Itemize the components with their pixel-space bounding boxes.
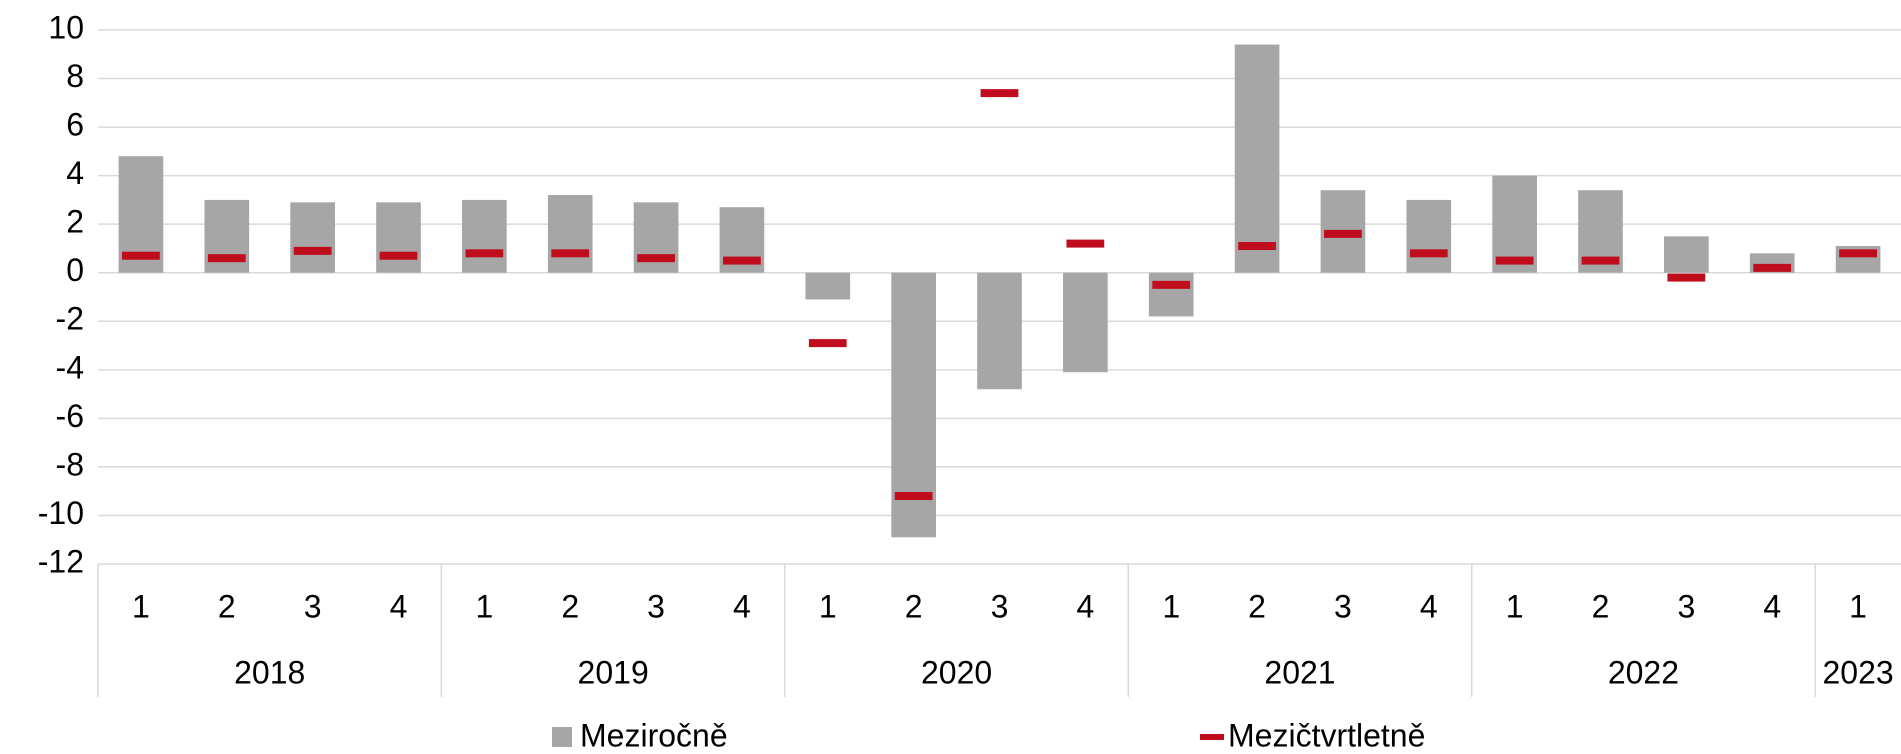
x-tick-label: 1 xyxy=(132,588,150,624)
x-tick-label: 2 xyxy=(1592,588,1610,624)
x-group-label: 2020 xyxy=(921,654,992,690)
y-tick-label: 2 xyxy=(66,204,84,240)
dash-marker xyxy=(723,256,761,265)
dash-marker xyxy=(1753,263,1792,272)
x-tick-label: 4 xyxy=(1076,588,1094,624)
dash-marker xyxy=(894,492,933,501)
x-tick-label: 1 xyxy=(1162,588,1180,624)
x-tick-label: 1 xyxy=(1849,588,1867,624)
dash-marker xyxy=(207,254,246,263)
x-group-label: 2021 xyxy=(1264,654,1335,690)
bar xyxy=(376,202,421,273)
bar xyxy=(462,199,507,273)
x-tick-label: 1 xyxy=(1506,588,1524,624)
bar xyxy=(1234,44,1280,273)
x-tick-label: 2 xyxy=(1248,588,1266,624)
bar xyxy=(547,195,593,273)
dash-marker xyxy=(980,89,1019,98)
y-tick-label: 4 xyxy=(66,155,84,191)
bar xyxy=(290,202,335,273)
bar xyxy=(1406,199,1452,273)
x-tick-label: 2 xyxy=(218,588,236,624)
x-group-label: 2023 xyxy=(1822,654,1893,690)
dash-marker xyxy=(637,254,675,263)
x-group-label: 2019 xyxy=(578,654,649,690)
x-tick-label: 4 xyxy=(1420,588,1438,624)
y-tick-label: -2 xyxy=(56,301,84,337)
dash-marker xyxy=(1495,256,1534,265)
x-tick-label: 4 xyxy=(1763,588,1781,624)
x-tick-label: 4 xyxy=(390,588,408,624)
bar xyxy=(805,272,851,300)
y-tick-label: 0 xyxy=(66,252,84,288)
bar xyxy=(1664,236,1709,273)
x-tick-label: 3 xyxy=(1677,588,1695,624)
bar xyxy=(1063,272,1108,373)
y-tick-label: 10 xyxy=(48,9,84,45)
y-tick-label: 6 xyxy=(66,107,84,143)
x-group-label: 2018 xyxy=(234,654,305,690)
y-tick-label: 8 xyxy=(66,58,84,94)
y-tick-label: -4 xyxy=(56,349,84,385)
x-tick-label: 3 xyxy=(991,588,1009,624)
x-tick-label: 2 xyxy=(905,588,923,624)
legend-swatch xyxy=(552,727,572,747)
bar xyxy=(633,202,679,273)
x-tick-label: 3 xyxy=(304,588,322,624)
dash-marker xyxy=(808,339,847,348)
dash-marker xyxy=(1409,249,1448,258)
y-tick-label: -10 xyxy=(38,495,84,531)
x-group-label: 2022 xyxy=(1608,654,1679,690)
x-tick-label: 3 xyxy=(1334,588,1352,624)
dash-marker xyxy=(1839,249,1877,258)
legend-label: Meziročně xyxy=(580,717,728,753)
y-tick-label: -12 xyxy=(38,543,84,579)
y-tick-label: -6 xyxy=(56,398,84,434)
dash-marker xyxy=(1066,239,1105,248)
bar xyxy=(977,272,1022,390)
dash-marker xyxy=(1238,242,1276,251)
bar xyxy=(1492,175,1537,273)
dash-marker xyxy=(379,251,418,260)
x-tick-label: 2 xyxy=(561,588,579,624)
dash-marker xyxy=(293,246,332,255)
y-tick-label: -8 xyxy=(56,446,84,482)
legend-label: Mezičtvrtletně xyxy=(1228,717,1425,753)
legend-swatch xyxy=(1200,734,1224,740)
dash-marker xyxy=(551,249,590,258)
bar xyxy=(1148,272,1194,317)
dash-marker xyxy=(465,249,504,258)
x-tick-label: 4 xyxy=(733,588,751,624)
dash-marker xyxy=(122,251,160,260)
dash-marker xyxy=(1324,229,1362,238)
x-tick-label: 3 xyxy=(647,588,665,624)
x-tick-label: 1 xyxy=(475,588,493,624)
dash-marker xyxy=(1152,280,1191,289)
dash-marker xyxy=(1667,273,1706,282)
dash-marker xyxy=(1581,256,1620,265)
x-tick-label: 1 xyxy=(819,588,837,624)
